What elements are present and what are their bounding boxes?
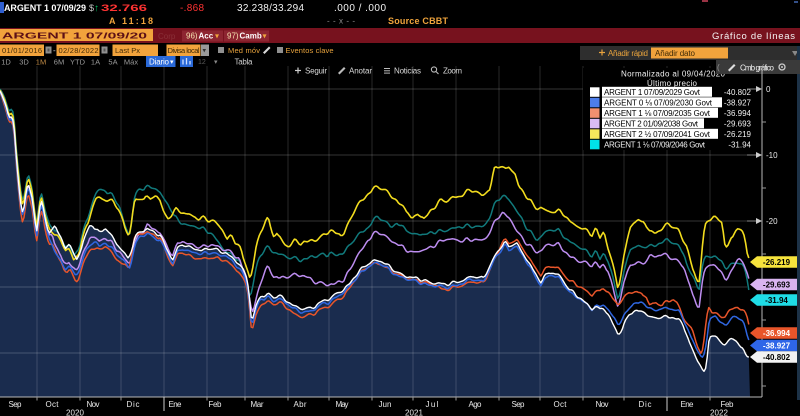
svg-text:Med móv: Med móv	[228, 46, 260, 55]
svg-text:Diario: Diario	[149, 58, 170, 67]
svg-text:32.238/33.294: 32.238/33.294	[237, 3, 304, 14]
svg-text:Oct: Oct	[554, 400, 568, 409]
svg-text:ARGENT 2 01/09/2038 Govt: ARGENT 2 01/09/2038 Govt	[604, 119, 699, 128]
svg-text:Sep: Sep	[512, 400, 526, 409]
svg-text:▾: ▾	[215, 32, 219, 41]
svg-text:Source CBBT: Source CBBT	[388, 16, 449, 26]
svg-text:Ene: Ene	[169, 400, 183, 409]
svg-text:May: May	[336, 400, 349, 409]
svg-text:.000 / .000: .000 / .000	[334, 3, 386, 14]
svg-text:Dic: Dic	[639, 400, 652, 409]
svg-text:1A: 1A	[91, 58, 100, 67]
svg-text:-31.94: -31.94	[765, 296, 788, 305]
svg-text:Gráfico de líneas: Gráfico de líneas	[712, 31, 795, 42]
svg-text:Nov: Nov	[87, 400, 100, 409]
svg-text:ARGENT 1 07/09/29: ARGENT 1 07/09/29	[4, 3, 86, 13]
svg-text:ARGENT 1 07/09/20: ARGENT 1 07/09/20	[2, 31, 147, 41]
svg-text:Feb: Feb	[721, 400, 735, 409]
svg-text:5A: 5A	[108, 58, 117, 67]
svg-text:-40.802: -40.802	[724, 88, 752, 97]
svg-text:Eventos clave: Eventos clave	[286, 46, 334, 55]
svg-text:-.868: -.868	[180, 3, 204, 14]
svg-text:Normalizado al 09/04/2020: Normalizado al 09/04/2020	[621, 70, 726, 79]
svg-text:Nov: Nov	[596, 400, 609, 409]
svg-text:- - x - -: - - x - -	[327, 17, 355, 26]
svg-text:Añadir dato: Añadir dato	[655, 49, 696, 58]
svg-text:Sep: Sep	[9, 400, 23, 409]
svg-text:2022: 2022	[710, 409, 729, 416]
svg-text:ARGENT 1 07/09/2029 Govt: ARGENT 1 07/09/2029 Govt	[604, 88, 701, 97]
svg-text:Seguir: Seguir	[305, 67, 327, 76]
svg-text:1M: 1M	[36, 58, 46, 67]
svg-text:YTD: YTD	[70, 58, 86, 67]
svg-text:▾: ▾	[203, 48, 207, 55]
svg-text:↑: ↑	[94, 3, 99, 14]
svg-text:96): 96)	[186, 32, 198, 41]
svg-text:32.766: 32.766	[101, 3, 147, 14]
svg-text:Ago: Ago	[469, 400, 483, 409]
svg-text:-10: -10	[766, 151, 778, 160]
svg-text:ARGENT 0 ⅛ 07/09/2030 Govt: ARGENT 0 ⅛ 07/09/2030 Govt	[604, 98, 713, 107]
svg-text:Máx: Máx	[124, 58, 138, 67]
svg-text:Jun: Jun	[379, 400, 392, 409]
svg-text:Jul: Jul	[426, 400, 439, 409]
svg-text:▾: ▾	[263, 32, 267, 41]
svg-text:Tabla: Tabla	[235, 58, 254, 67]
svg-text:-36.994: -36.994	[763, 329, 791, 338]
svg-text:Last Px: Last Px	[115, 46, 140, 55]
svg-text:A 11:18: A 11:18	[109, 16, 153, 26]
svg-text:-31.94: -31.94	[728, 140, 751, 149]
svg-text:1D: 1D	[1, 58, 11, 67]
svg-text:ARGENT 2 ½ 07/09/2041 Govt: ARGENT 2 ½ 07/09/2041 Govt	[604, 130, 711, 139]
svg-text:-29.693: -29.693	[724, 119, 752, 128]
svg-text:-38.927: -38.927	[724, 98, 752, 107]
svg-text:Añadir rápid: Añadir rápid	[608, 49, 648, 58]
svg-text:-26.219: -26.219	[763, 258, 791, 267]
svg-text:0: 0	[766, 85, 771, 94]
svg-text:$: $	[89, 3, 94, 13]
svg-text:02/28/2022: 02/28/2022	[59, 46, 99, 55]
svg-text:-20: -20	[766, 217, 778, 226]
svg-text:Mar: Mar	[251, 400, 264, 409]
svg-text:Último precio: Último precio	[647, 79, 698, 88]
svg-text:ARGENT 1 ⅛ 07/09/2046 Govt: ARGENT 1 ⅛ 07/09/2046 Govt	[604, 140, 706, 149]
svg-text:Noticias: Noticias	[394, 67, 421, 76]
svg-text:-29.693: -29.693	[763, 281, 791, 290]
svg-text:Cmb gráfico: Cmb gráfico	[740, 64, 775, 73]
svg-text:Ene: Ene	[681, 400, 695, 409]
svg-text:97): 97)	[227, 32, 239, 41]
svg-text:(: (	[717, 63, 720, 72]
svg-text:12: 12	[198, 59, 206, 66]
svg-text:Divisa local: Divisa local	[168, 46, 200, 55]
svg-text:Corp: Corp	[158, 32, 176, 41]
svg-text:Zoom: Zoom	[443, 67, 462, 76]
svg-text:3D: 3D	[19, 58, 29, 67]
svg-text:-26.219: -26.219	[724, 130, 752, 139]
svg-text:Abr: Abr	[294, 400, 307, 409]
svg-text:2020: 2020	[66, 409, 85, 416]
svg-text:Acc: Acc	[199, 32, 214, 41]
svg-text:-36.994: -36.994	[724, 109, 752, 118]
svg-text:Anotar: Anotar	[349, 67, 372, 76]
svg-text:Oct: Oct	[46, 400, 60, 409]
svg-text:▾: ▾	[214, 59, 218, 66]
svg-text:-: -	[53, 46, 56, 55]
svg-text:01/01/2016: 01/01/2016	[2, 46, 42, 55]
svg-text:2021: 2021	[405, 409, 424, 416]
svg-text:-38.927: -38.927	[763, 342, 791, 351]
svg-text:Camb: Camb	[240, 32, 262, 41]
svg-text:Feb: Feb	[209, 400, 223, 409]
svg-text:6M: 6M	[54, 58, 64, 67]
svg-text:▾: ▾	[170, 59, 174, 66]
svg-text:-40.802: -40.802	[763, 353, 791, 362]
svg-text:ARGENT 1 ⅛ 07/09/2035 Govt: ARGENT 1 ⅛ 07/09/2035 Govt	[604, 109, 711, 118]
svg-text:Dic: Dic	[127, 400, 140, 409]
